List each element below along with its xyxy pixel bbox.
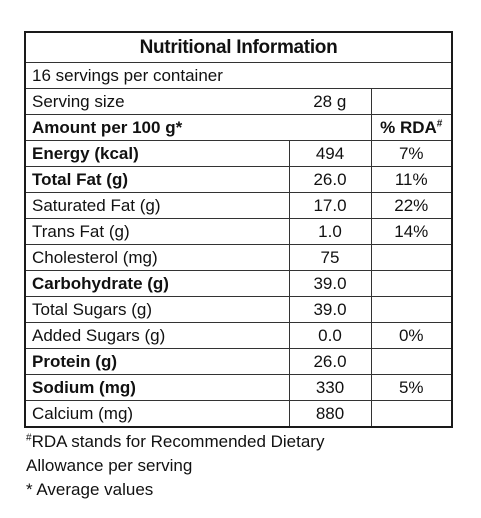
nutrient-name: Cholesterol (mg) [24, 244, 290, 271]
serving-size-row: Serving size 28 g [24, 88, 453, 115]
servings-row: 16 servings per container [24, 62, 453, 89]
table-row: Calcium (mg) 880 [24, 400, 453, 428]
nutrient-rda [370, 348, 453, 375]
table-row: Protein (g) 26.0 [24, 348, 453, 375]
nutrient-rda [370, 270, 453, 297]
nutrient-value: 0.0 [288, 322, 372, 349]
rda-header-label: % RDA [380, 118, 437, 137]
nutrient-value: 17.0 [288, 192, 372, 219]
nutrient-name: Saturated Fat (g) [24, 192, 290, 219]
nutrient-name: Carbohydrate (g) [24, 270, 290, 297]
nutrient-rda [370, 296, 453, 323]
rda-header-marker: # [436, 118, 443, 130]
nutrient-value: 26.0 [288, 348, 372, 375]
rda-footnote-line-2: Allowance per serving [26, 456, 193, 475]
nutrient-rda [370, 244, 453, 271]
nutrition-table: Nutritional Information 16 servings per … [24, 31, 453, 428]
table-row: Saturated Fat (g) 17.0 22% [24, 192, 453, 219]
nutrient-rda: 22% [370, 192, 453, 219]
nutrient-rda: 14% [370, 218, 453, 245]
nutrient-rda: 11% [370, 166, 453, 193]
table-row: Added Sugars (g) 0.0 0% [24, 322, 453, 349]
nutrient-rda: 5% [370, 374, 453, 401]
nutrient-value: 880 [288, 400, 372, 428]
table-row: Sodium (mg) 330 5% [24, 374, 453, 401]
nutrient-value: 26.0 [288, 166, 372, 193]
nutrient-value: 39.0 [288, 296, 372, 323]
servings-per-container: 16 servings per container [24, 62, 453, 89]
nutrient-name: Total Sugars (g) [24, 296, 290, 323]
nutrient-value: 75 [288, 244, 372, 271]
rda-footnote-marker: # [26, 432, 32, 444]
nutrient-name: Added Sugars (g) [24, 322, 290, 349]
table-row: Total Sugars (g) 39.0 [24, 296, 453, 323]
table-row: Cholesterol (mg) 75 [24, 244, 453, 271]
table-row: Total Fat (g) 26.0 11% [24, 166, 453, 193]
table-title: Nutritional Information [24, 31, 453, 63]
nutrient-name: Total Fat (g) [24, 166, 290, 193]
table-row: Carbohydrate (g) 39.0 [24, 270, 453, 297]
nutrient-name: Protein (g) [24, 348, 290, 375]
footnotes: #RDA stands for Recommended Dietary Allo… [26, 430, 466, 502]
nutrient-rda: 7% [370, 140, 453, 167]
nutrient-name: Calcium (mg) [24, 400, 290, 428]
title-row: Nutritional Information [24, 31, 453, 63]
amount-per-100g-label: Amount per 100 g* [24, 114, 289, 141]
nutrient-name: Energy (kcal) [24, 140, 290, 167]
nutrient-value: 330 [288, 374, 372, 401]
table-row: Trans Fat (g) 1.0 14% [24, 218, 453, 245]
rda-header: % RDA# [370, 114, 453, 141]
table-row: Energy (kcal) 494 7% [24, 140, 453, 167]
average-values-footnote: * Average values [26, 480, 154, 499]
nutrient-rda [370, 400, 453, 428]
amount-header-row: Amount per 100 g* % RDA# [24, 114, 453, 141]
nutrient-name: Trans Fat (g) [24, 218, 290, 245]
serving-size-value: 28 g [289, 88, 372, 115]
nutrient-name: Sodium (mg) [24, 374, 290, 401]
serving-size-label: Serving size [24, 88, 289, 115]
nutrient-rows: Energy (kcal) 494 7% Total Fat (g) 26.0 11% Sa… [24, 140, 453, 428]
nutrient-value: 1.0 [288, 218, 372, 245]
nutrient-rda: 0% [370, 322, 453, 349]
serving-size-empty [370, 88, 453, 115]
rda-footnote-text-1: RDA stands for Recommended Dietary [31, 432, 325, 451]
nutrient-value: 494 [288, 140, 372, 167]
amount-header-empty [289, 114, 372, 141]
rda-footnote-line-1: #RDA stands for Recommended Dietary [26, 430, 466, 454]
nutrient-value: 39.0 [288, 270, 372, 297]
